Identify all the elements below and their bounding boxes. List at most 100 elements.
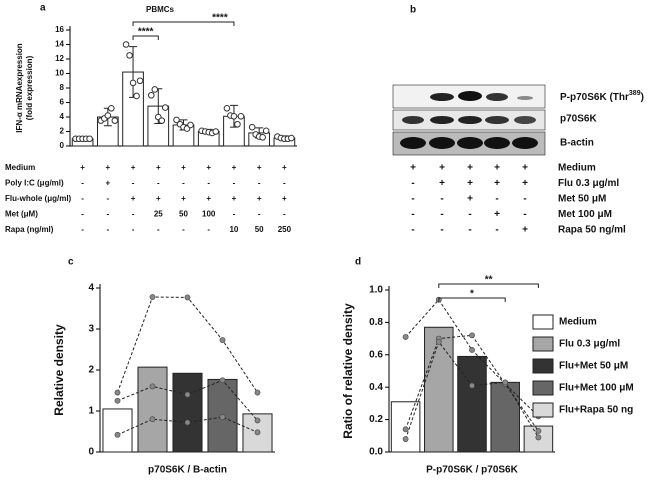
condition-mark: - <box>411 209 414 220</box>
data-point <box>173 116 180 124</box>
data-point <box>114 389 121 396</box>
condition-mark: - <box>283 210 286 219</box>
condition-mark: - <box>157 179 160 188</box>
data-point <box>535 434 542 441</box>
condition-mark: 100 <box>202 210 216 219</box>
condition-mark: 250 <box>278 225 292 234</box>
data-point <box>184 294 191 301</box>
legend-swatch <box>532 380 554 396</box>
significance-label: **** <box>212 13 228 24</box>
data-point <box>469 382 475 389</box>
y-tick-label: 0.0 <box>369 447 383 458</box>
band-label-close: ) <box>641 92 644 103</box>
y-tick-label: 0 <box>88 447 94 458</box>
paired-line <box>117 416 258 436</box>
data-point <box>254 389 261 396</box>
significance-label: **** <box>138 27 154 38</box>
significance-bracket <box>438 297 506 302</box>
condition-label: Flu 0.3 μg/ml <box>558 178 619 189</box>
legend-swatch <box>532 402 554 418</box>
condition-mark: - <box>411 178 414 189</box>
condition-mark: - <box>106 210 109 219</box>
condition-mark: + <box>282 163 287 172</box>
condition-mark: 50 <box>179 210 188 219</box>
data-point <box>234 120 241 128</box>
bar <box>424 326 454 453</box>
data-point <box>254 417 261 424</box>
y-axis-label: (fold expression) <box>25 55 34 120</box>
y-tick-label: 0.2 <box>369 414 383 425</box>
condition-label: Medium <box>5 163 35 172</box>
band-label-sup: 389 <box>629 90 641 97</box>
y-tick-label: 12 <box>55 54 64 63</box>
data-point <box>187 121 194 129</box>
significance-label: ** <box>485 275 493 286</box>
blot-image <box>392 84 546 156</box>
data-point <box>402 426 409 433</box>
condition-mark: + <box>494 163 500 174</box>
data-point <box>212 128 220 135</box>
condition-mark: + <box>410 163 416 174</box>
legend-label: Flu 0.3 μg/ml <box>559 339 620 350</box>
condition-label: Met 100 μM <box>558 209 612 220</box>
data-point <box>108 105 115 112</box>
data-point <box>126 52 133 59</box>
condition-mark: + <box>439 178 445 189</box>
condition-mark: - <box>132 179 135 188</box>
condition-mark: - <box>106 225 109 234</box>
bar <box>490 381 520 453</box>
y-tick-label: 4 <box>60 112 65 121</box>
data-point <box>149 294 156 300</box>
data-point <box>223 105 231 112</box>
data-point <box>259 134 266 141</box>
x-axis-label: p70S6K / B-actin <box>148 465 227 476</box>
condition-mark: + <box>156 194 161 203</box>
condition-mark: - <box>523 194 526 205</box>
condition-mark: + <box>522 163 528 174</box>
condition-mark: - <box>207 225 210 234</box>
condition-mark: 25 <box>154 210 163 219</box>
condition-mark: + <box>232 194 237 203</box>
data-point <box>147 91 155 99</box>
condition-mark: - <box>81 210 84 219</box>
data-point <box>402 436 409 442</box>
condition-mark: - <box>495 225 498 236</box>
data-point <box>535 428 542 434</box>
y-tick-label: 8 <box>60 83 65 92</box>
condition-mark: + <box>105 163 110 172</box>
data-point <box>184 419 191 426</box>
legend-swatch <box>532 314 554 330</box>
data-point <box>254 429 261 436</box>
y-tick-label: 2 <box>60 127 65 136</box>
condition-mark: - <box>233 179 236 188</box>
y-tick-label: 0 <box>60 141 65 150</box>
y-tick-label: 16 <box>55 25 64 34</box>
data-point <box>122 41 130 48</box>
chart-title: PBMCs <box>146 5 175 14</box>
y-tick-label: 14 <box>55 40 64 49</box>
data-point <box>114 431 121 438</box>
legend-label: Flu+Rapa 50 ng <box>559 405 633 416</box>
condition-label: Rapa (ng/ml) <box>5 225 54 234</box>
data-point <box>230 112 238 120</box>
band-label-text: P-p70S6K (Thr <box>560 92 629 103</box>
condition-mark: + <box>522 225 528 236</box>
y-axis-label: Ratio of relative density <box>341 303 355 439</box>
data-point <box>129 79 137 87</box>
condition-mark: + <box>206 194 211 203</box>
data-point <box>435 338 442 345</box>
condition-mark: + <box>80 163 85 172</box>
data-point <box>114 397 121 404</box>
data-point <box>158 117 166 124</box>
condition-mark: + <box>105 179 110 188</box>
condition-mark: - <box>182 225 185 234</box>
bar <box>172 372 203 453</box>
y-tick-label: 1 <box>88 406 94 417</box>
condition-mark: + <box>257 194 262 203</box>
condition-mark: - <box>283 179 286 188</box>
condition-mark: + <box>494 178 500 189</box>
condition-mark: + <box>282 194 287 203</box>
condition-mark: - <box>81 225 84 234</box>
